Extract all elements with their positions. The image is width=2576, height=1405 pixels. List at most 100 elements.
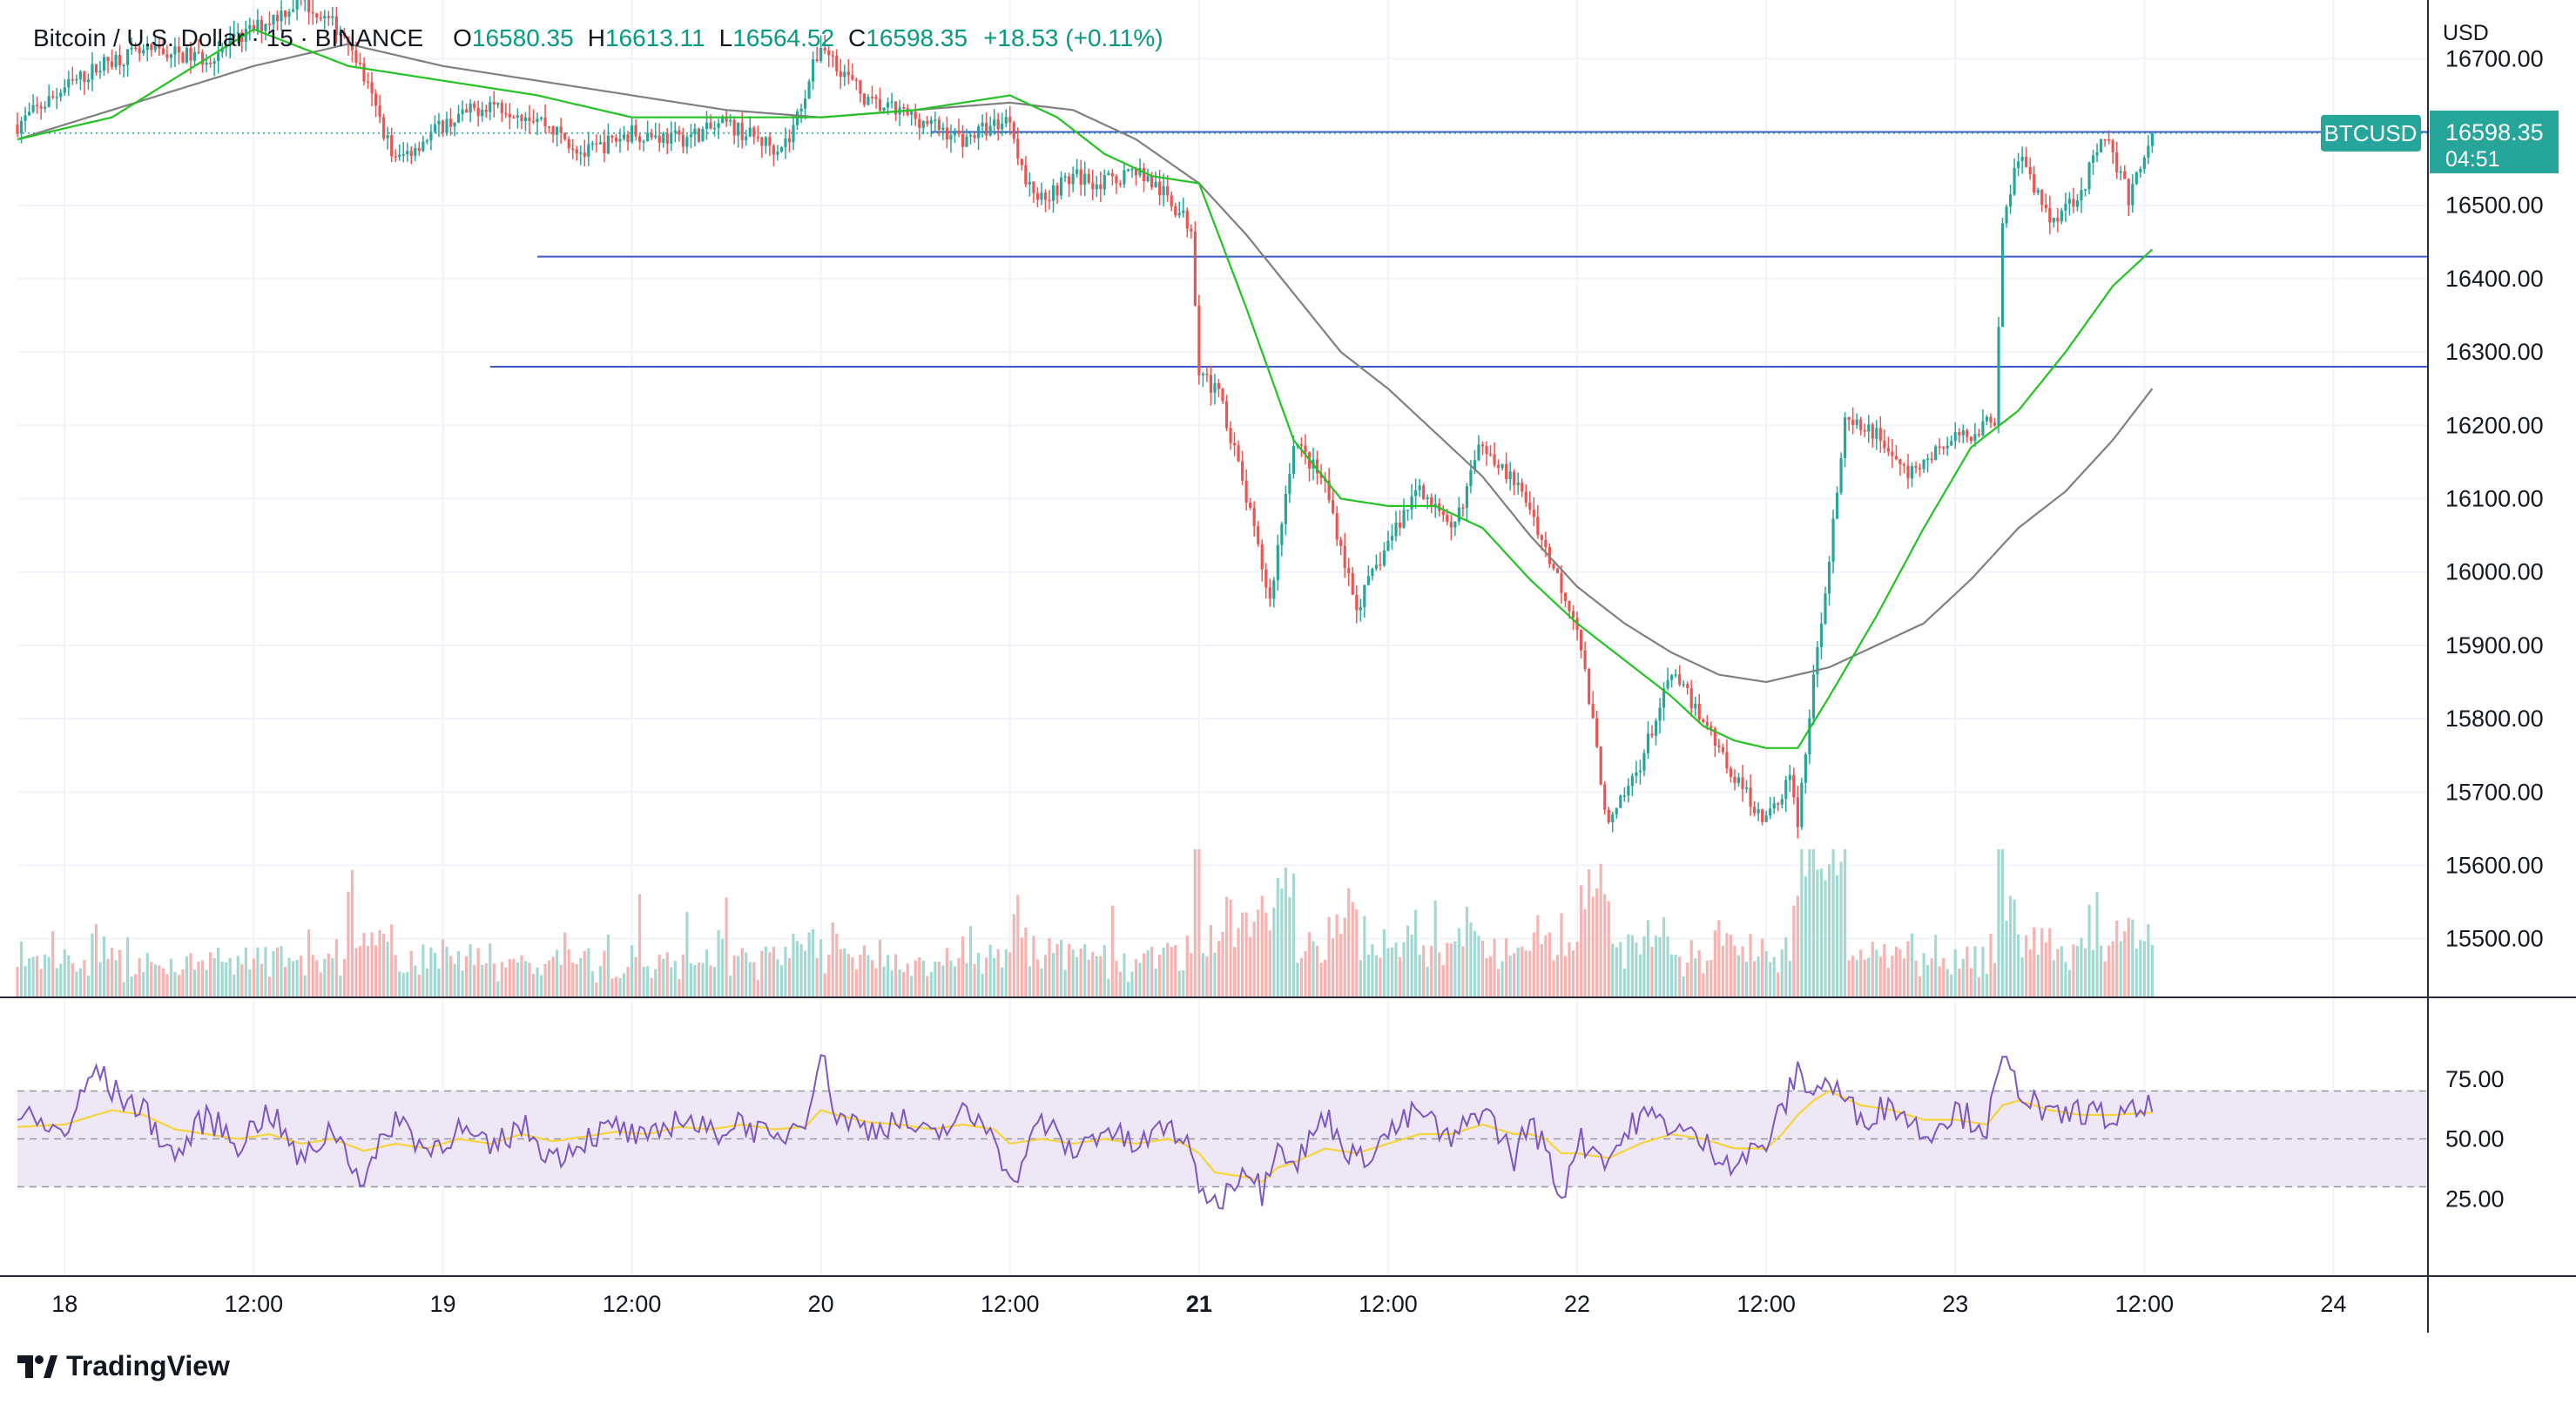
volume-bar bbox=[949, 960, 953, 997]
volume-bar bbox=[993, 957, 996, 997]
volume-bar bbox=[1627, 934, 1630, 997]
candle-body bbox=[2060, 210, 2063, 222]
candle-body bbox=[59, 92, 63, 98]
symbol-legend[interactable]: Bitcoin / U.S. Dollar · 15 · BINANCE O 16… bbox=[33, 24, 1163, 52]
candle-body bbox=[1001, 123, 1004, 130]
volume-bar bbox=[1182, 970, 1185, 997]
volume-bar bbox=[1914, 960, 1918, 997]
candle-body bbox=[366, 81, 370, 83]
candle-body bbox=[559, 126, 563, 133]
candle-body bbox=[492, 101, 496, 105]
candle-body bbox=[1788, 774, 1791, 780]
candle-body bbox=[571, 148, 575, 150]
volume-bar bbox=[1079, 949, 1082, 997]
horizontal-price-lines[interactable] bbox=[17, 131, 2428, 368]
candle-body bbox=[815, 59, 819, 62]
volume-bar bbox=[662, 958, 665, 997]
volume-bar bbox=[339, 976, 342, 997]
candle-body bbox=[1804, 754, 1807, 783]
candle-body bbox=[78, 71, 82, 79]
price-tick-label: 16300.00 bbox=[2445, 339, 2544, 365]
volume-bar bbox=[1938, 966, 1941, 997]
candle-body bbox=[1205, 374, 1209, 375]
candle-body bbox=[705, 122, 709, 129]
volume-bar bbox=[181, 969, 185, 997]
candle-body bbox=[358, 62, 362, 64]
change-value: +18.53 (+0.11%) bbox=[983, 24, 1163, 51]
candle-body bbox=[1315, 459, 1319, 474]
volume-bar bbox=[1682, 976, 1685, 997]
tradingview-brand[interactable]: TradingView bbox=[17, 1350, 230, 1382]
candle-body bbox=[1414, 490, 1418, 496]
volume-bar bbox=[275, 947, 280, 997]
candle-body bbox=[1229, 428, 1232, 443]
candle-body bbox=[114, 55, 118, 68]
volume-bar bbox=[1115, 960, 1118, 997]
time-tick-label: 12:00 bbox=[225, 1291, 284, 1317]
candle-body bbox=[717, 123, 720, 128]
volume-bar bbox=[1532, 932, 1535, 997]
volume-bar bbox=[354, 948, 358, 997]
volume-bar bbox=[559, 964, 563, 997]
candle-body bbox=[1938, 446, 1941, 449]
candle-body bbox=[51, 96, 55, 98]
volume-bar bbox=[595, 982, 598, 997]
volume-bar bbox=[1422, 945, 1426, 997]
candle-body bbox=[1473, 460, 1477, 470]
candle-body bbox=[1922, 459, 1925, 469]
volume-bar bbox=[996, 949, 1000, 997]
candle-body bbox=[1622, 795, 1626, 797]
volume-bar bbox=[1068, 943, 1071, 997]
volume-bar bbox=[1332, 938, 1335, 997]
volume-bar bbox=[921, 961, 925, 997]
volume-bar bbox=[323, 958, 327, 997]
volume-bar bbox=[158, 965, 161, 997]
volume-bar bbox=[1020, 937, 1023, 997]
candle-body bbox=[398, 154, 401, 158]
candle-body bbox=[169, 54, 172, 58]
candle-body bbox=[142, 50, 145, 54]
candle-body bbox=[1635, 772, 1638, 776]
open-value: 16580.35 bbox=[471, 24, 574, 51]
volume-bar bbox=[27, 958, 31, 997]
candle-body bbox=[200, 51, 205, 65]
volume-bar bbox=[327, 953, 330, 997]
candle-body bbox=[1615, 807, 1618, 814]
symbol-title[interactable]: Bitcoin / U.S. Dollar · 15 · BINANCE bbox=[33, 24, 424, 51]
price-axis-unit[interactable]: USD bbox=[2443, 21, 2489, 45]
candle-body bbox=[1736, 777, 1741, 783]
candle-body bbox=[1221, 388, 1224, 402]
candle-body bbox=[473, 103, 476, 108]
candle-body bbox=[1497, 464, 1500, 469]
volume-bar bbox=[1406, 925, 1410, 997]
candle-body bbox=[315, 13, 319, 18]
volume-bar bbox=[1335, 914, 1339, 997]
volume-bar bbox=[579, 957, 583, 997]
volume-bar bbox=[1193, 849, 1197, 997]
candle-body bbox=[1299, 444, 1304, 446]
candle-body bbox=[689, 134, 692, 138]
volume-bar bbox=[1028, 966, 1031, 997]
candle-body bbox=[1217, 382, 1221, 389]
candle-body bbox=[267, 24, 272, 25]
volume-bar bbox=[94, 923, 98, 997]
candle-body bbox=[1241, 461, 1244, 481]
candle-body bbox=[1824, 593, 1827, 624]
volume-bar bbox=[1709, 959, 1713, 997]
volume-bar bbox=[1339, 934, 1343, 997]
volume-bar bbox=[1071, 949, 1075, 997]
volume-bar bbox=[1808, 849, 1811, 997]
price-tick-label: 16200.00 bbox=[2445, 412, 2544, 438]
candle-body bbox=[1126, 169, 1130, 172]
volume-bar bbox=[1678, 956, 1682, 997]
volume-bar bbox=[685, 912, 689, 997]
volume-bar bbox=[1130, 971, 1134, 997]
candle-body bbox=[737, 122, 740, 136]
volume-bar bbox=[398, 971, 401, 997]
volume-bar bbox=[36, 956, 39, 997]
candle-body bbox=[27, 111, 31, 116]
candle-body bbox=[429, 132, 433, 141]
candle-body bbox=[512, 117, 516, 119]
volume-bar bbox=[953, 966, 957, 997]
